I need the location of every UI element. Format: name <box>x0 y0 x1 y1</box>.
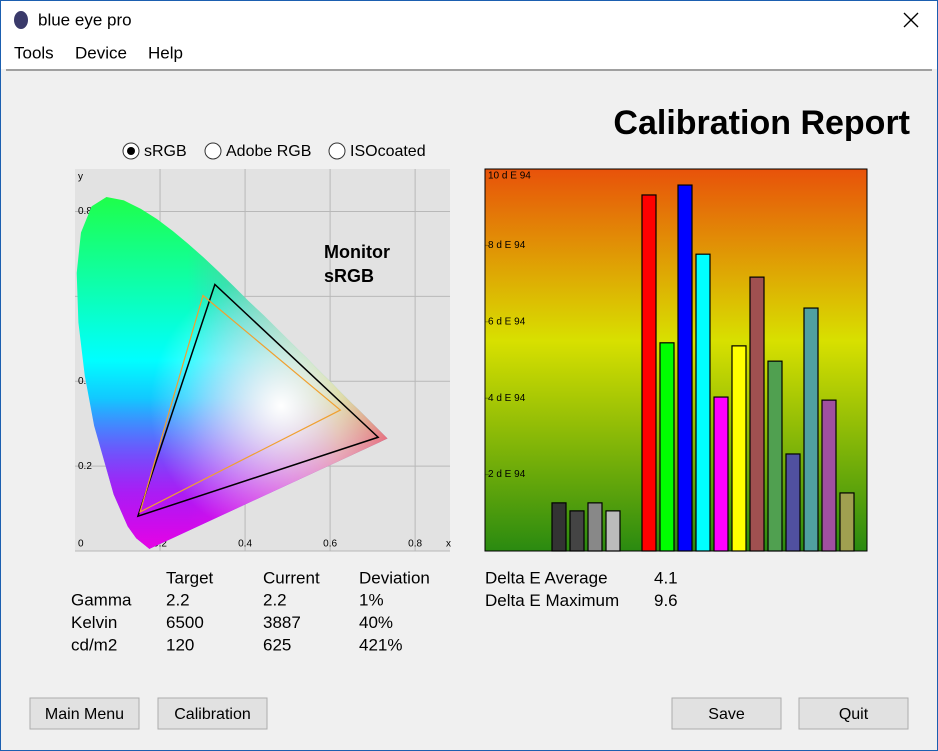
column-header: Target <box>166 568 214 587</box>
y-tick-label: 4 d E 94 <box>488 393 526 404</box>
deviation-value: 421% <box>359 635 402 654</box>
legend-entry: sRGB <box>324 266 374 286</box>
bar <box>750 277 764 551</box>
bar <box>642 195 656 551</box>
bar <box>714 397 728 551</box>
x-axis-label: x <box>446 539 451 550</box>
button[interactable]: Quit <box>799 698 908 729</box>
button[interactable]: Save <box>672 698 781 729</box>
menu-item[interactable]: Device <box>75 43 127 62</box>
delta-e-label: Delta E Average <box>485 568 608 587</box>
current-value: 2.2 <box>263 590 287 609</box>
current-value: 625 <box>263 635 291 654</box>
bar <box>660 343 674 551</box>
radio-label: ISOcoated <box>350 143 426 160</box>
x-tick-label: 0.6 <box>323 539 337 550</box>
bar <box>768 361 782 551</box>
bar <box>678 185 692 551</box>
button-label: Calibration <box>174 706 250 723</box>
radio-option[interactable]: sRGB <box>123 143 187 160</box>
y-axis-label: y <box>78 172 83 183</box>
y-tick-label: 6 d E 94 <box>488 316 526 327</box>
legend-entry: Monitor <box>324 242 390 262</box>
y-tick-label: 10 d E 94 <box>488 171 531 182</box>
bar <box>822 400 836 551</box>
radio-circle <box>329 143 345 159</box>
delta-e-label: Delta E Maximum <box>485 591 619 610</box>
target-value: 120 <box>166 635 194 654</box>
button[interactable]: Main Menu <box>30 698 139 729</box>
radio-circle <box>205 143 221 159</box>
delta-e-value: 4.1 <box>654 568 678 587</box>
title-area <box>1 1 937 69</box>
row-label: cd/m2 <box>71 635 117 654</box>
target-value: 6500 <box>166 613 204 632</box>
current-value: 3887 <box>263 613 301 632</box>
x-tick-label: 0.4 <box>238 539 252 550</box>
radio-label: Adobe RGB <box>226 143 311 160</box>
column-header: Deviation <box>359 568 430 587</box>
deviation-value: 40% <box>359 613 393 632</box>
bar <box>696 254 710 551</box>
column-header: Current <box>263 568 320 587</box>
bar <box>732 346 746 551</box>
radio-label: sRGB <box>144 143 187 160</box>
y-tick-label: 2 d E 94 <box>488 469 526 480</box>
deviation-value: 1% <box>359 590 384 609</box>
bar <box>588 503 602 551</box>
report-title: Calibration Report <box>613 104 910 142</box>
app-icon <box>14 11 28 29</box>
bar <box>804 308 818 551</box>
bar <box>552 503 566 551</box>
menu-item[interactable]: Tools <box>14 43 54 62</box>
button-label: Quit <box>839 706 869 723</box>
button[interactable]: Calibration <box>158 698 267 729</box>
x-tick-label: 0.8 <box>408 539 422 550</box>
bar <box>786 454 800 551</box>
y-tick-label: 8 d E 94 <box>488 240 526 251</box>
target-value: 2.2 <box>166 590 190 609</box>
y-tick-label: 0 <box>78 539 84 550</box>
button-label: Save <box>708 706 745 723</box>
radio-dot <box>127 147 135 155</box>
bar <box>606 511 620 551</box>
row-label: Kelvin <box>71 613 117 632</box>
button-label: Main Menu <box>45 706 124 723</box>
window-title: blue eye pro <box>38 10 132 29</box>
bar <box>840 493 854 551</box>
y-tick-label: 0.2 <box>78 461 92 472</box>
row-label: Gamma <box>71 590 132 609</box>
menu-item[interactable]: Help <box>148 43 183 62</box>
bar <box>570 511 584 551</box>
delta-e-value: 9.6 <box>654 591 678 610</box>
